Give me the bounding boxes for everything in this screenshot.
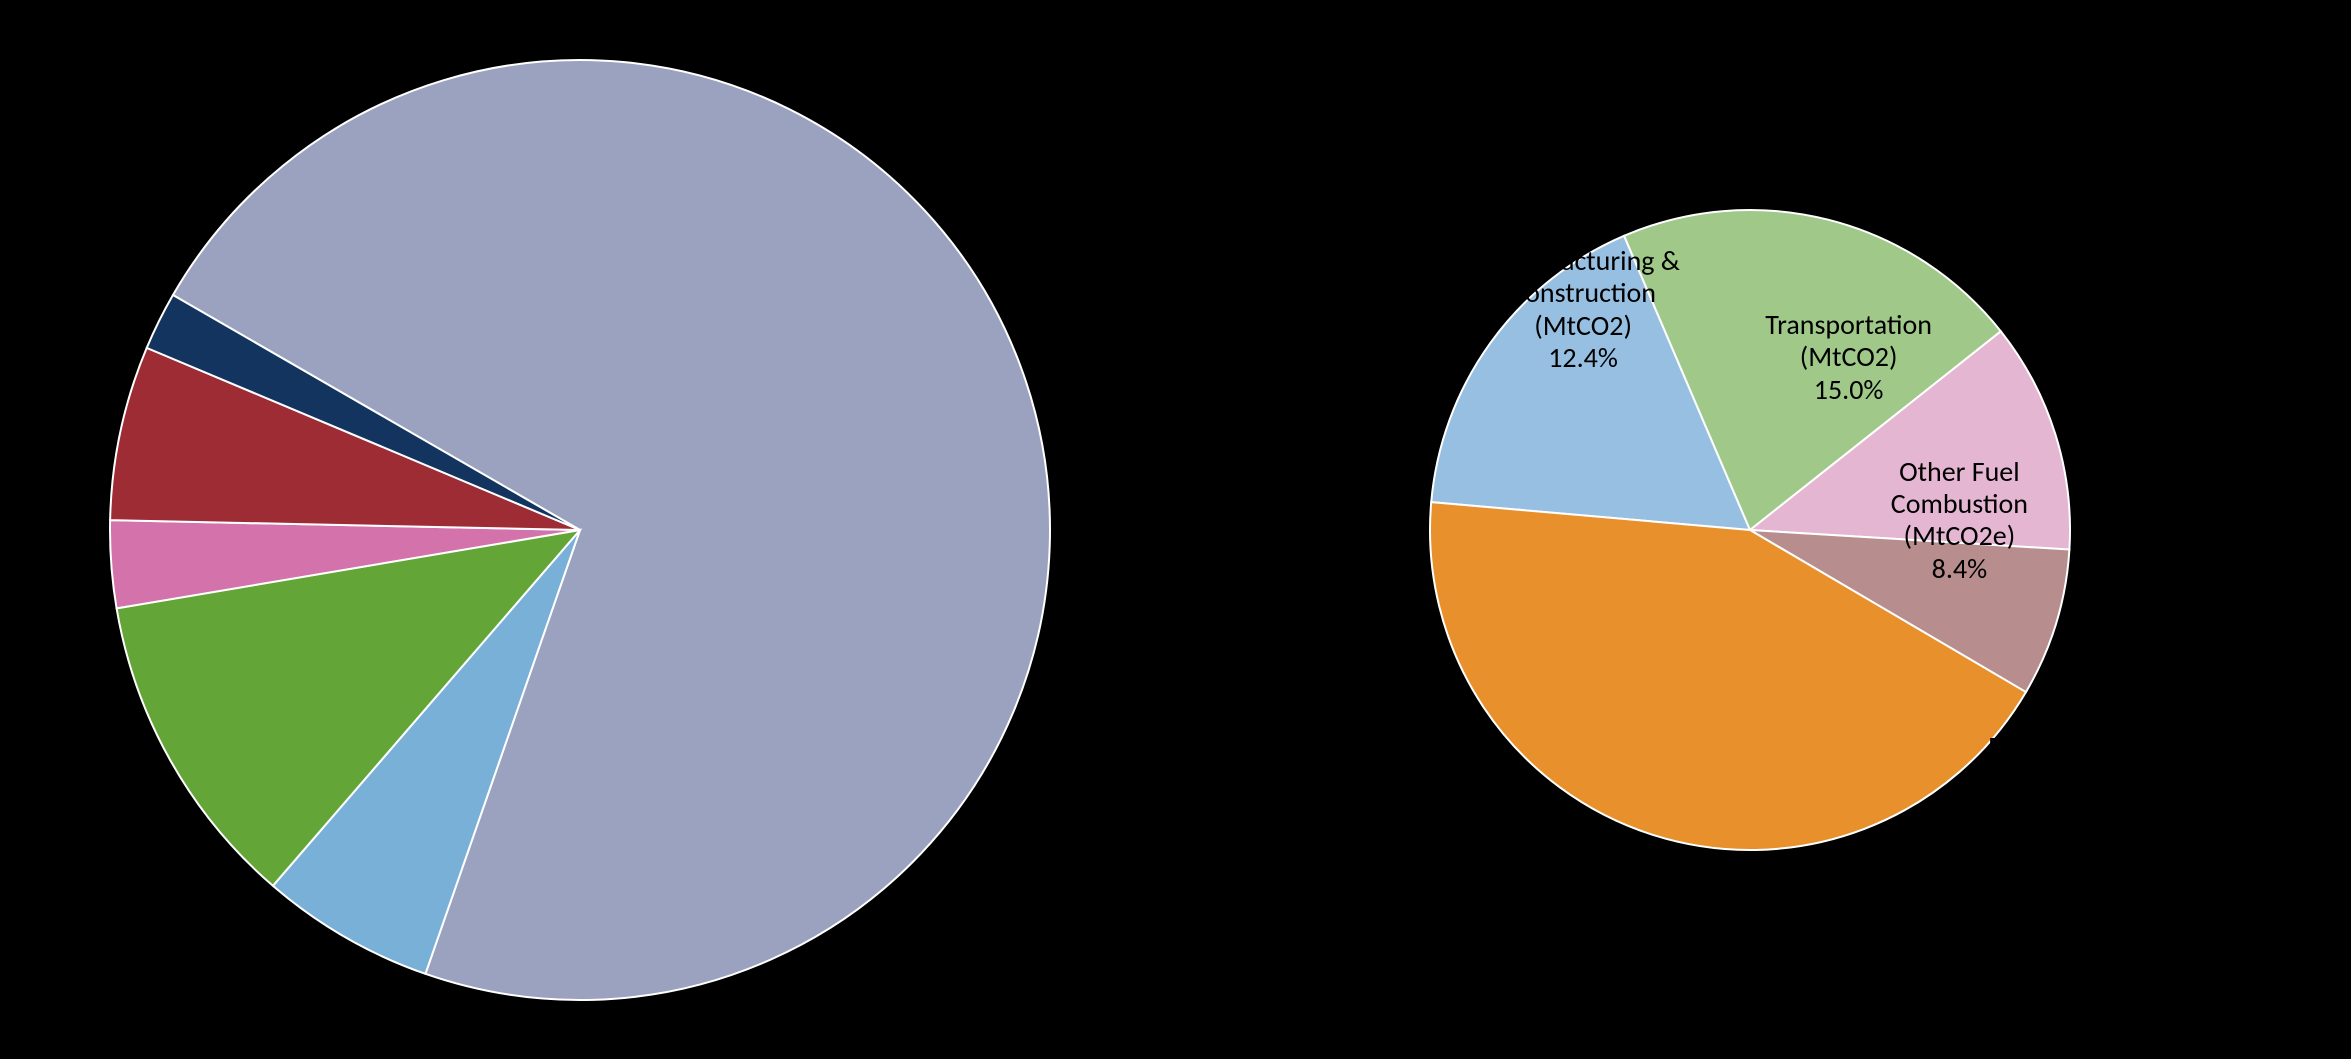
pie-charts-svg	[0, 0, 2351, 1059]
chart-stage: Energy 72.0%Land-Use Change and Forestry…	[0, 0, 2351, 1059]
